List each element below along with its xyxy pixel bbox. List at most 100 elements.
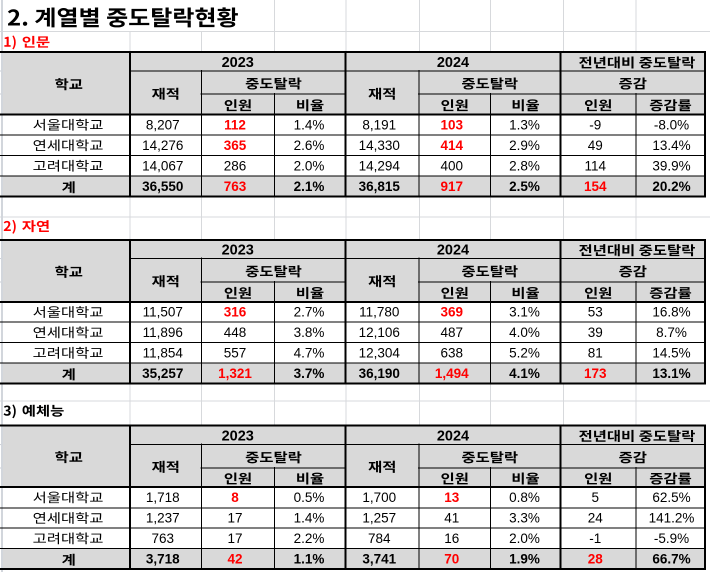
- svg-text:4.1%: 4.1%: [509, 366, 540, 381]
- svg-text:36,190: 36,190: [359, 366, 400, 381]
- svg-text:1,700: 1,700: [362, 490, 396, 505]
- svg-text:62.5%: 62.5%: [652, 490, 690, 505]
- svg-text:112: 112: [224, 117, 246, 132]
- svg-text:2.0%: 2.0%: [294, 158, 325, 173]
- svg-text:1,257: 1,257: [362, 511, 396, 526]
- svg-text:448: 448: [224, 325, 247, 340]
- svg-text:12,304: 12,304: [359, 346, 401, 361]
- svg-text:36,550: 36,550: [142, 179, 183, 194]
- svg-text:14,330: 14,330: [359, 138, 400, 153]
- svg-text:3,718: 3,718: [146, 551, 180, 566]
- svg-text:2.6%: 2.6%: [294, 138, 325, 153]
- svg-text:3,741: 3,741: [362, 551, 396, 566]
- svg-text:2023: 2023: [222, 243, 254, 259]
- svg-text:12,106: 12,106: [359, 325, 400, 340]
- svg-text:16.8%: 16.8%: [652, 305, 690, 320]
- svg-text:173: 173: [584, 366, 607, 381]
- svg-text:1.4%: 1.4%: [294, 117, 325, 132]
- svg-text:14,294: 14,294: [359, 158, 401, 173]
- svg-text:35,257: 35,257: [142, 366, 183, 381]
- svg-text:14,276: 14,276: [142, 138, 183, 153]
- svg-text:154: 154: [584, 179, 607, 194]
- svg-text:557: 557: [224, 346, 247, 361]
- svg-text:17: 17: [227, 531, 242, 546]
- svg-text:13: 13: [444, 490, 460, 505]
- svg-text:2024: 2024: [437, 243, 469, 259]
- svg-text:11,780: 11,780: [359, 305, 399, 320]
- svg-text:-8.0%: -8.0%: [654, 117, 689, 132]
- svg-text:1,718: 1,718: [146, 490, 180, 505]
- svg-text:365: 365: [224, 138, 247, 153]
- svg-text:2.5%: 2.5%: [509, 179, 540, 194]
- svg-text:41: 41: [444, 511, 459, 526]
- svg-text:103: 103: [440, 117, 463, 132]
- svg-text:39: 39: [588, 325, 603, 340]
- svg-text:24: 24: [588, 511, 604, 526]
- svg-text:13.1%: 13.1%: [652, 366, 690, 381]
- svg-text:36,815: 36,815: [359, 179, 401, 194]
- svg-text:2.7%: 2.7%: [294, 305, 325, 320]
- svg-text:3.8%: 3.8%: [294, 325, 325, 340]
- svg-text:2.2%: 2.2%: [294, 531, 325, 546]
- svg-text:638: 638: [440, 346, 463, 361]
- svg-text:1,321: 1,321: [218, 366, 252, 381]
- svg-text:16: 16: [444, 531, 459, 546]
- svg-text:141.2%: 141.2%: [649, 511, 695, 526]
- svg-text:11,854: 11,854: [143, 346, 184, 361]
- svg-text:114: 114: [584, 158, 606, 173]
- svg-text:2024: 2024: [437, 428, 469, 444]
- svg-text:414: 414: [440, 138, 463, 153]
- svg-text:487: 487: [440, 325, 463, 340]
- svg-text:13.4%: 13.4%: [652, 138, 690, 153]
- svg-text:3.3%: 3.3%: [509, 511, 540, 526]
- svg-text:2024: 2024: [437, 55, 469, 71]
- svg-text:-9: -9: [589, 117, 601, 132]
- svg-text:0.5%: 0.5%: [294, 490, 325, 505]
- svg-text:20.2%: 20.2%: [652, 179, 690, 194]
- svg-text:2.8%: 2.8%: [509, 158, 540, 173]
- svg-text:2.9%: 2.9%: [509, 138, 540, 153]
- svg-text:917: 917: [440, 179, 463, 194]
- svg-text:763: 763: [224, 179, 247, 194]
- svg-text:1,237: 1,237: [146, 511, 180, 526]
- svg-text:-1: -1: [589, 531, 601, 546]
- svg-text:28: 28: [588, 551, 604, 566]
- svg-text:2.1%: 2.1%: [294, 179, 325, 194]
- svg-text:1.4%: 1.4%: [294, 511, 325, 526]
- svg-text:14,067: 14,067: [142, 158, 183, 173]
- svg-text:1.3%: 1.3%: [509, 117, 540, 132]
- svg-text:763: 763: [151, 531, 174, 546]
- svg-text:4.7%: 4.7%: [294, 346, 325, 361]
- svg-text:-5.9%: -5.9%: [654, 531, 689, 546]
- svg-text:81: 81: [588, 346, 603, 361]
- svg-text:316: 316: [224, 305, 247, 320]
- svg-text:5.2%: 5.2%: [509, 346, 540, 361]
- svg-text:0.8%: 0.8%: [509, 490, 540, 505]
- svg-text:4.0%: 4.0%: [509, 325, 540, 340]
- svg-text:1.1%: 1.1%: [294, 551, 325, 566]
- svg-text:2023: 2023: [222, 428, 254, 444]
- svg-text:5: 5: [591, 490, 599, 505]
- svg-text:3.7%: 3.7%: [294, 366, 325, 381]
- svg-text:784: 784: [368, 531, 391, 546]
- svg-text:8,191: 8,191: [362, 117, 396, 132]
- svg-text:11,507: 11,507: [143, 305, 183, 320]
- svg-text:11,896: 11,896: [143, 325, 183, 340]
- svg-text:1.9%: 1.9%: [509, 551, 540, 566]
- svg-text:400: 400: [440, 158, 463, 173]
- svg-text:39.9%: 39.9%: [652, 158, 690, 173]
- svg-text:17: 17: [227, 511, 242, 526]
- svg-text:2.0%: 2.0%: [509, 531, 540, 546]
- svg-text:66.7%: 66.7%: [652, 551, 690, 566]
- svg-text:1,494: 1,494: [435, 366, 469, 381]
- svg-text:8.7%: 8.7%: [656, 325, 687, 340]
- svg-text:53: 53: [588, 305, 603, 320]
- svg-text:3.1%: 3.1%: [509, 305, 540, 320]
- svg-text:70: 70: [444, 551, 459, 566]
- svg-text:286: 286: [224, 158, 247, 173]
- svg-text:49: 49: [588, 138, 603, 153]
- svg-text:14.5%: 14.5%: [652, 346, 690, 361]
- svg-text:8,207: 8,207: [146, 117, 180, 132]
- svg-text:8: 8: [231, 490, 239, 505]
- svg-text:369: 369: [440, 305, 463, 320]
